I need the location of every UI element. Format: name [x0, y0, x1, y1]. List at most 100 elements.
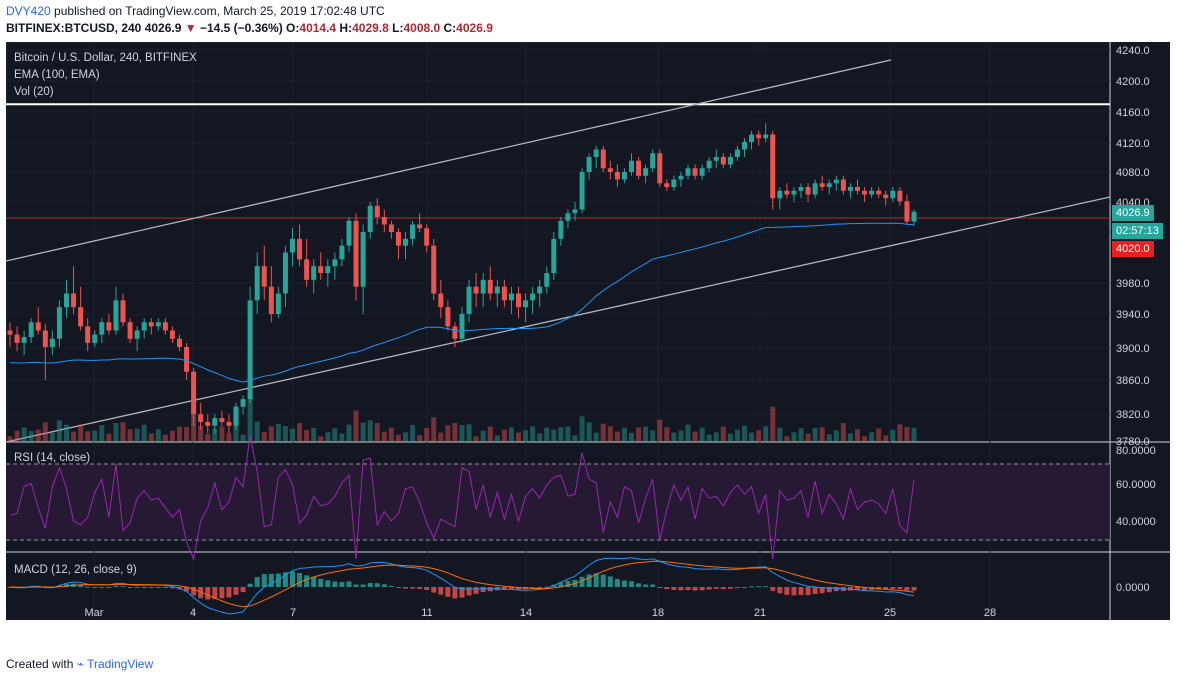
volume-bar — [473, 436, 479, 442]
volume-bar — [367, 420, 373, 442]
macd-histogram-bar — [85, 586, 91, 588]
high-value: 4029.8 — [352, 21, 389, 35]
macd-histogram-bar — [650, 584, 656, 587]
price-axis-label: 3940.0 — [1116, 309, 1150, 321]
macd-histogram-bar — [388, 585, 394, 587]
macd-histogram-bar — [346, 581, 352, 587]
candle-body — [162, 322, 168, 331]
volume-bar — [883, 435, 889, 442]
candle-body — [92, 334, 98, 343]
macd-histogram-bar — [544, 586, 550, 588]
macd-histogram-bar — [770, 587, 776, 591]
tradingview-brand[interactable]: TradingView — [87, 657, 154, 671]
candle-body — [607, 168, 613, 172]
volume-bar — [742, 425, 747, 442]
volume-bar — [593, 432, 599, 442]
candle-body — [480, 279, 486, 294]
candle-body — [325, 266, 331, 273]
volume-bar — [162, 434, 168, 442]
volume-bar — [304, 430, 310, 442]
macd-histogram-bar — [629, 581, 634, 587]
volume-bar — [28, 431, 34, 442]
candle-body — [113, 300, 119, 331]
main-pane — [6, 42, 1111, 443]
tradingview-logo-icon[interactable]: ⌁ — [76, 657, 84, 671]
volume-bar — [537, 433, 543, 442]
chart-canvas[interactable]: Mar 4 7 11 14 18 21 25 28 4240.0 4200.0 4160.0 4120.… — [6, 42, 1170, 620]
macd-histogram-bar — [501, 587, 507, 591]
macd-histogram-bar — [685, 587, 691, 591]
volume-bar — [219, 426, 225, 442]
volume-bar — [727, 433, 733, 442]
price-axis-label: 3900.0 — [1116, 343, 1150, 355]
candle-body — [318, 266, 324, 273]
macd-histogram-bar — [664, 587, 670, 590]
candle-body — [275, 293, 281, 314]
volume-bar — [897, 424, 903, 442]
macd-histogram-bar — [99, 586, 105, 588]
macd-histogram-bar — [607, 576, 613, 587]
macd-histogram-bar — [579, 576, 585, 587]
volume-bar — [424, 428, 430, 442]
low-value: 4008.0 — [403, 21, 441, 35]
volume-bar — [332, 428, 338, 442]
volume-bar — [388, 427, 394, 442]
macd-histogram-bar — [904, 587, 910, 591]
volume-bar — [452, 423, 458, 442]
volume-bar — [692, 431, 698, 442]
candle-body — [381, 217, 387, 225]
macd-histogram-bar — [756, 586, 762, 588]
candle-body — [770, 134, 776, 199]
volume-bar — [403, 432, 408, 442]
price-axis-label: 3780.0 — [1116, 436, 1150, 448]
candle-body — [7, 330, 13, 335]
candle-body — [71, 293, 77, 308]
volume-bar — [290, 428, 295, 442]
volume-bar — [508, 427, 514, 442]
volume-bar — [713, 432, 719, 442]
macd-histogram-bar — [325, 580, 331, 587]
candle-body — [424, 228, 430, 246]
macd-histogram-bar — [720, 587, 726, 590]
macd-histogram-bar — [643, 584, 649, 587]
last-price-tag: 4026.9 — [1112, 205, 1154, 221]
candle-body — [523, 300, 529, 308]
macd-histogram-bar — [367, 582, 373, 587]
volume-bar — [99, 425, 105, 442]
macd-histogram-bar — [233, 587, 239, 595]
macd-histogram-bar — [141, 587, 147, 588]
macd-histogram-bar — [657, 587, 663, 588]
candle-body — [784, 190, 790, 195]
macd-histogram-bar — [261, 574, 267, 587]
published-text: published on TradingView.com, March 25, … — [54, 4, 385, 18]
volume-bar — [247, 395, 253, 442]
candle-body — [494, 286, 500, 294]
chart-area[interactable]: Mar 4 7 11 14 18 21 25 28 4240.0 4200.0 4160.0 4120.… — [6, 42, 1170, 620]
volume-bar — [833, 430, 839, 442]
username-link[interactable]: DVY420 — [6, 4, 51, 18]
candle-body — [643, 168, 649, 176]
x-axis-label: 21 — [754, 607, 766, 619]
candle-body — [727, 157, 733, 165]
volume-bar — [205, 434, 211, 442]
candle-body — [155, 322, 161, 327]
candle-body — [862, 190, 868, 195]
candle-body — [798, 187, 804, 191]
candle-body — [254, 266, 260, 301]
volume-bar — [855, 429, 860, 442]
volume-bar — [346, 424, 352, 442]
volume-bar — [516, 432, 521, 442]
volume-bar — [134, 428, 140, 442]
macd-histogram-bar — [290, 571, 295, 587]
volume-bar — [56, 420, 62, 442]
macd-histogram-bar — [360, 584, 366, 587]
down-arrow-icon: ▼ — [184, 21, 197, 35]
open-value: 4014.4 — [299, 21, 337, 35]
candle-body — [247, 300, 253, 400]
volume-bar — [756, 430, 762, 442]
candle-body — [572, 209, 578, 214]
volume-bar — [64, 424, 69, 442]
signal-line — [9, 560, 915, 608]
volume-bar — [876, 428, 882, 442]
macd-histogram-bar — [777, 587, 783, 594]
